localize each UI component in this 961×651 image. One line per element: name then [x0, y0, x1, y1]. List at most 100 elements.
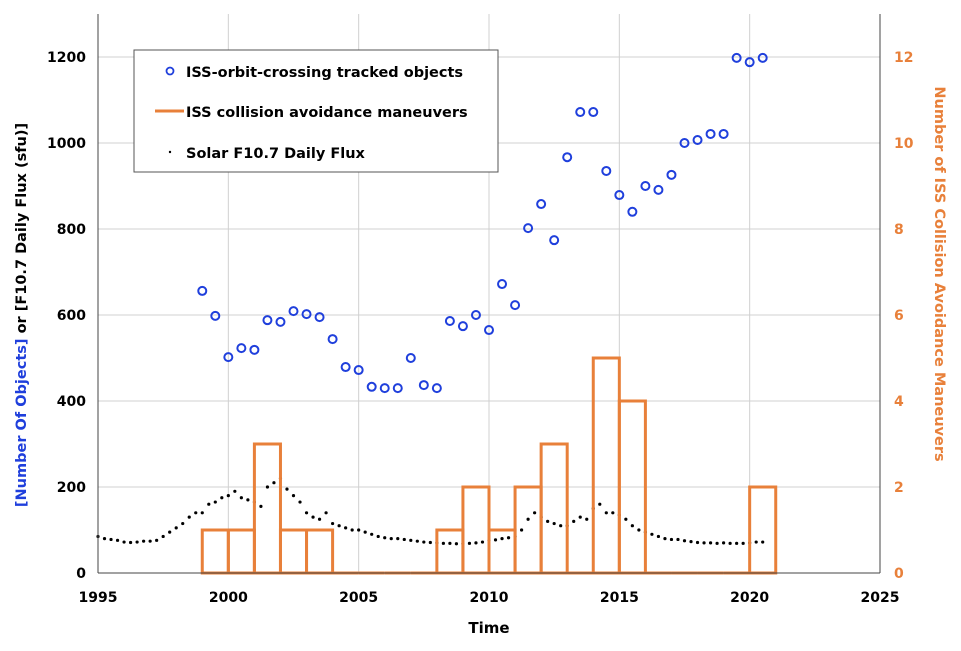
flux-point: [402, 537, 406, 542]
objects-point: [431, 383, 442, 394]
maneuver-bar: [487, 528, 517, 575]
flux-point: [552, 521, 556, 526]
legend-label-objects: ISS-orbit-crossing tracked objects: [186, 65, 463, 81]
objects-point: [497, 279, 508, 290]
flux-point: [572, 519, 576, 524]
flux-point: [194, 511, 198, 515]
objects-point: [418, 380, 429, 391]
flux-point: [448, 541, 452, 545]
flux-point: [500, 537, 504, 541]
objects-series: [197, 52, 768, 394]
flux-point: [409, 538, 413, 542]
objects-point: [692, 134, 703, 145]
flux-point: [474, 541, 478, 545]
flux-point: [682, 539, 687, 543]
y-right-tick-label: 4: [894, 394, 904, 410]
flux-point: [519, 528, 524, 532]
flux-point: [142, 539, 146, 543]
objects-point: [653, 184, 664, 195]
objects-point: [262, 315, 273, 326]
flux-point: [233, 489, 237, 493]
flux-point: [689, 540, 693, 544]
flux-point: [480, 540, 485, 544]
y-left-tick-label: 0: [76, 566, 86, 582]
flux-point: [728, 541, 732, 545]
flux-point: [168, 530, 172, 534]
flux-point: [272, 481, 276, 485]
y-right-tick-label: 12: [894, 50, 913, 66]
objects-point: [353, 365, 364, 376]
flux-point: [422, 540, 426, 544]
flux-point: [722, 541, 726, 545]
maneuver-bar: [591, 356, 621, 575]
maneuver-bar: [305, 528, 335, 575]
flux-point: [376, 534, 380, 539]
axes: 1995 2000 2005 2010 2015 2020 2025020040060080…: [47, 14, 914, 606]
objects-point: [392, 383, 403, 394]
objects-point: [444, 316, 455, 327]
objects-point: [197, 285, 208, 296]
flux-point: [669, 537, 674, 542]
y-left-label-objects: [Number Of Objects]: [14, 338, 30, 507]
maneuver-bar: [461, 485, 491, 575]
flux-point: [383, 536, 387, 540]
x-axis-label: Time: [468, 619, 509, 637]
objects-point: [484, 325, 494, 336]
objects-point: [236, 343, 247, 354]
y-axis-left-label: [Number Of Objects] or [F10.7 Daily Flux…: [14, 123, 30, 507]
legend-label-maneuvers: ISS collision avoidance maneuvers: [186, 105, 468, 121]
legend: ISS-orbit-crossing tracked objects ISS c…: [133, 49, 499, 173]
flux-point: [363, 530, 367, 534]
objects-point: [549, 235, 560, 246]
flux-point: [174, 526, 178, 530]
objects-point: [249, 344, 260, 355]
flux-point: [578, 515, 582, 519]
objects-point: [744, 57, 755, 68]
flux-point: [396, 537, 400, 541]
flux-point: [344, 526, 348, 530]
flux-point: [533, 511, 537, 515]
objects-point: [562, 152, 573, 163]
legend-box: [133, 49, 499, 173]
maneuver-bar: [252, 442, 282, 575]
objects-point: [379, 383, 390, 394]
objects-point: [327, 334, 338, 345]
flux-point: [493, 538, 498, 542]
flux-point: [415, 539, 419, 543]
flux-point: [213, 500, 217, 504]
flux-point: [148, 539, 152, 543]
y-left-tick-label: 200: [57, 480, 86, 496]
x-tick-label: 2020: [730, 590, 769, 606]
flux-point: [265, 485, 270, 489]
y-left-tick-label: 1200: [47, 50, 86, 66]
flux-point: [650, 532, 654, 536]
y-left-label-flux: or [F10.7 Daily Flux (sfu)]: [14, 123, 30, 339]
objects-point: [718, 128, 729, 139]
flux-point: [735, 541, 739, 545]
flux-point: [715, 541, 719, 545]
y-right-tick-label: 6: [894, 308, 904, 324]
flux-point: [761, 540, 765, 544]
flux-point: [304, 511, 309, 515]
x-tick-label: 2025: [861, 590, 900, 606]
maneuver-bar: [748, 485, 778, 575]
maneuver-bar: [226, 528, 256, 575]
x-tick-label: 2015: [600, 590, 639, 606]
flux-point: [656, 534, 661, 539]
y-left-tick-label: 400: [57, 394, 86, 410]
flux-point: [259, 504, 263, 508]
flux-point: [559, 524, 563, 528]
flux-point: [357, 528, 361, 532]
flux-point: [298, 500, 302, 504]
flux-point: [708, 541, 713, 545]
flux-point: [246, 498, 250, 502]
objects-point: [223, 352, 234, 363]
flux-point: [161, 534, 165, 539]
maneuver-bar: [539, 442, 569, 575]
x-tick-label: 1995: [79, 590, 118, 606]
y-left-tick-label: 600: [57, 308, 86, 324]
flux-point: [200, 511, 204, 515]
flux-point: [676, 537, 680, 542]
objects-point: [601, 165, 612, 176]
